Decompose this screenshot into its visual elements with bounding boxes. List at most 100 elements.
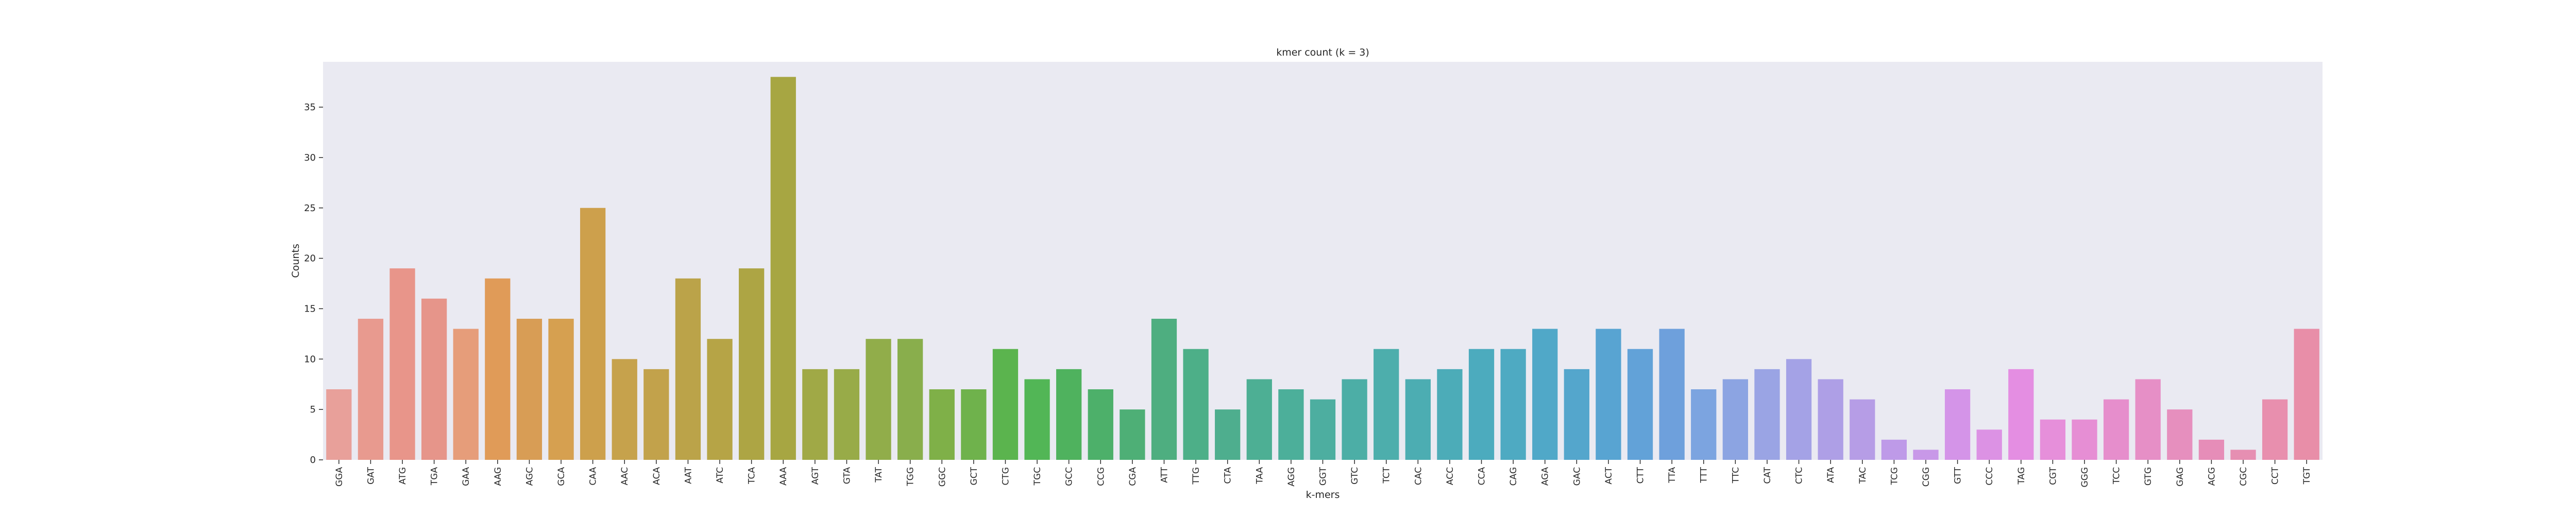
x-tick-label: CGG <box>1921 467 1931 487</box>
bar-AGG <box>1278 389 1304 460</box>
bar-TGG <box>897 339 923 460</box>
bar-ACA <box>643 369 669 460</box>
bar-GCT <box>961 389 987 460</box>
x-tick-label: CCT <box>2270 467 2281 485</box>
bar-GGA <box>326 389 352 460</box>
x-tick-label: TTA <box>1667 467 1677 484</box>
bar-GGC <box>929 389 955 460</box>
bar-ACG <box>2198 439 2225 460</box>
x-tick-label: AAG <box>493 467 503 486</box>
x-tick-label: ACC <box>1445 467 1455 485</box>
bar-ATG <box>389 268 415 460</box>
x-tick-label: TCG <box>1889 467 1900 485</box>
x-tick-label: GCA <box>556 467 567 486</box>
bar-AGA <box>1532 329 1558 460</box>
bar-GCA <box>548 319 574 460</box>
bar-CCC <box>1976 429 2002 460</box>
bar-TTG <box>1183 349 1209 460</box>
x-tick-label: CAA <box>588 467 599 486</box>
bar-ACC <box>1437 369 1463 460</box>
x-tick-label: AGT <box>810 467 821 485</box>
y-axis-label: Counts <box>290 244 301 278</box>
bar-GAA <box>453 329 479 460</box>
x-tick-label: CTA <box>1223 467 1233 484</box>
x-tick-label: GAT <box>366 467 376 484</box>
x-tick-label: CGA <box>1128 467 1138 486</box>
bar-TTA <box>1659 329 1685 460</box>
bar-CTA <box>1215 409 1241 460</box>
bars <box>326 77 2319 460</box>
bar-TGC <box>1024 379 1050 460</box>
x-tick-label: CCA <box>1477 467 1487 486</box>
x-tick-label: CAC <box>1413 467 1423 485</box>
x-tick-label: GGC <box>937 467 947 487</box>
x-tick-label: AGA <box>1540 467 1551 486</box>
x-tick-label: CGT <box>2048 467 2058 485</box>
bar-TAC <box>1850 399 1875 460</box>
bar-CAA <box>580 208 606 460</box>
x-tick-label: GGA <box>334 467 345 487</box>
bar-CAG <box>1500 349 1526 460</box>
bar-ATA <box>1818 379 1843 460</box>
bar-GAG <box>2167 409 2193 460</box>
x-tick-label: ACG <box>2207 467 2217 486</box>
x-tick-label: TGA <box>430 467 440 486</box>
x-tick-label: ATG <box>398 467 408 485</box>
bar-TGT <box>2294 329 2319 460</box>
x-tick-label: GAG <box>2175 467 2185 487</box>
x-tick-label: TAC <box>1858 467 1868 484</box>
y-tick-label: 35 <box>304 102 316 113</box>
x-tick-label: CTC <box>1794 467 1805 484</box>
bar-GTG <box>2135 379 2161 460</box>
bar-GTA <box>834 369 860 460</box>
bar-CCG <box>1088 389 1113 460</box>
x-tick-label: TAT <box>874 467 884 482</box>
bar-CCA <box>1468 349 1495 460</box>
bar-TCC <box>2103 399 2129 460</box>
bar-TCT <box>1374 349 1399 460</box>
bar-CTT <box>1627 349 1653 460</box>
x-tick-label: TAA <box>1255 467 1265 485</box>
x-tick-label: AGG <box>1286 467 1297 487</box>
x-axis-label: k-mers <box>1306 489 1340 501</box>
bar-GGG <box>2072 419 2097 460</box>
x-tick-label: ATT <box>1159 467 1170 482</box>
bar-AAA <box>770 77 796 460</box>
bar-AAG <box>485 278 511 460</box>
x-tick-label: ACT <box>1604 467 1614 484</box>
y-tick-label: 25 <box>304 203 316 214</box>
bar-CAC <box>1405 379 1431 460</box>
x-tick-label: GAC <box>1572 467 1582 486</box>
x-tick-label: CGC <box>2239 467 2249 486</box>
bar-ACT <box>1596 329 1621 460</box>
x-tick-label: GTA <box>842 467 852 485</box>
bar-GAC <box>1564 369 1589 460</box>
bar-GTC <box>1342 379 1367 460</box>
x-axis-ticks: GGA GAT ATG TGA GAA AAG AGC GCA CAA AAC ACA AAT ATC T… <box>334 460 2312 488</box>
bar-CGC <box>2230 450 2256 460</box>
bar-GTT <box>1944 389 1971 460</box>
y-tick-label: 5 <box>310 404 316 415</box>
bar-TTC <box>1722 379 1748 460</box>
x-tick-label: CCC <box>1985 467 1995 486</box>
x-tick-label: CAG <box>1509 467 1519 486</box>
bar-AGC <box>516 319 543 460</box>
x-tick-label: TCT <box>1382 467 1392 484</box>
x-tick-label: ACA <box>652 467 662 485</box>
x-tick-label: TTT <box>1699 467 1709 483</box>
x-tick-label: TGT <box>2302 467 2312 485</box>
bar-TCA <box>739 268 765 460</box>
x-tick-label: TGG <box>906 467 916 487</box>
x-tick-label: TAG <box>2016 467 2027 485</box>
x-tick-label: TGC <box>1032 467 1043 486</box>
x-tick-label: GCT <box>969 467 979 485</box>
y-tick-label: 15 <box>304 303 316 314</box>
x-tick-label: AAT <box>683 467 693 484</box>
bar-TGA <box>421 298 447 460</box>
bar-AAT <box>675 278 701 460</box>
x-tick-label: TCC <box>2112 467 2122 485</box>
x-tick-label: GAA <box>461 467 471 486</box>
bar-GCC <box>1056 369 1082 460</box>
